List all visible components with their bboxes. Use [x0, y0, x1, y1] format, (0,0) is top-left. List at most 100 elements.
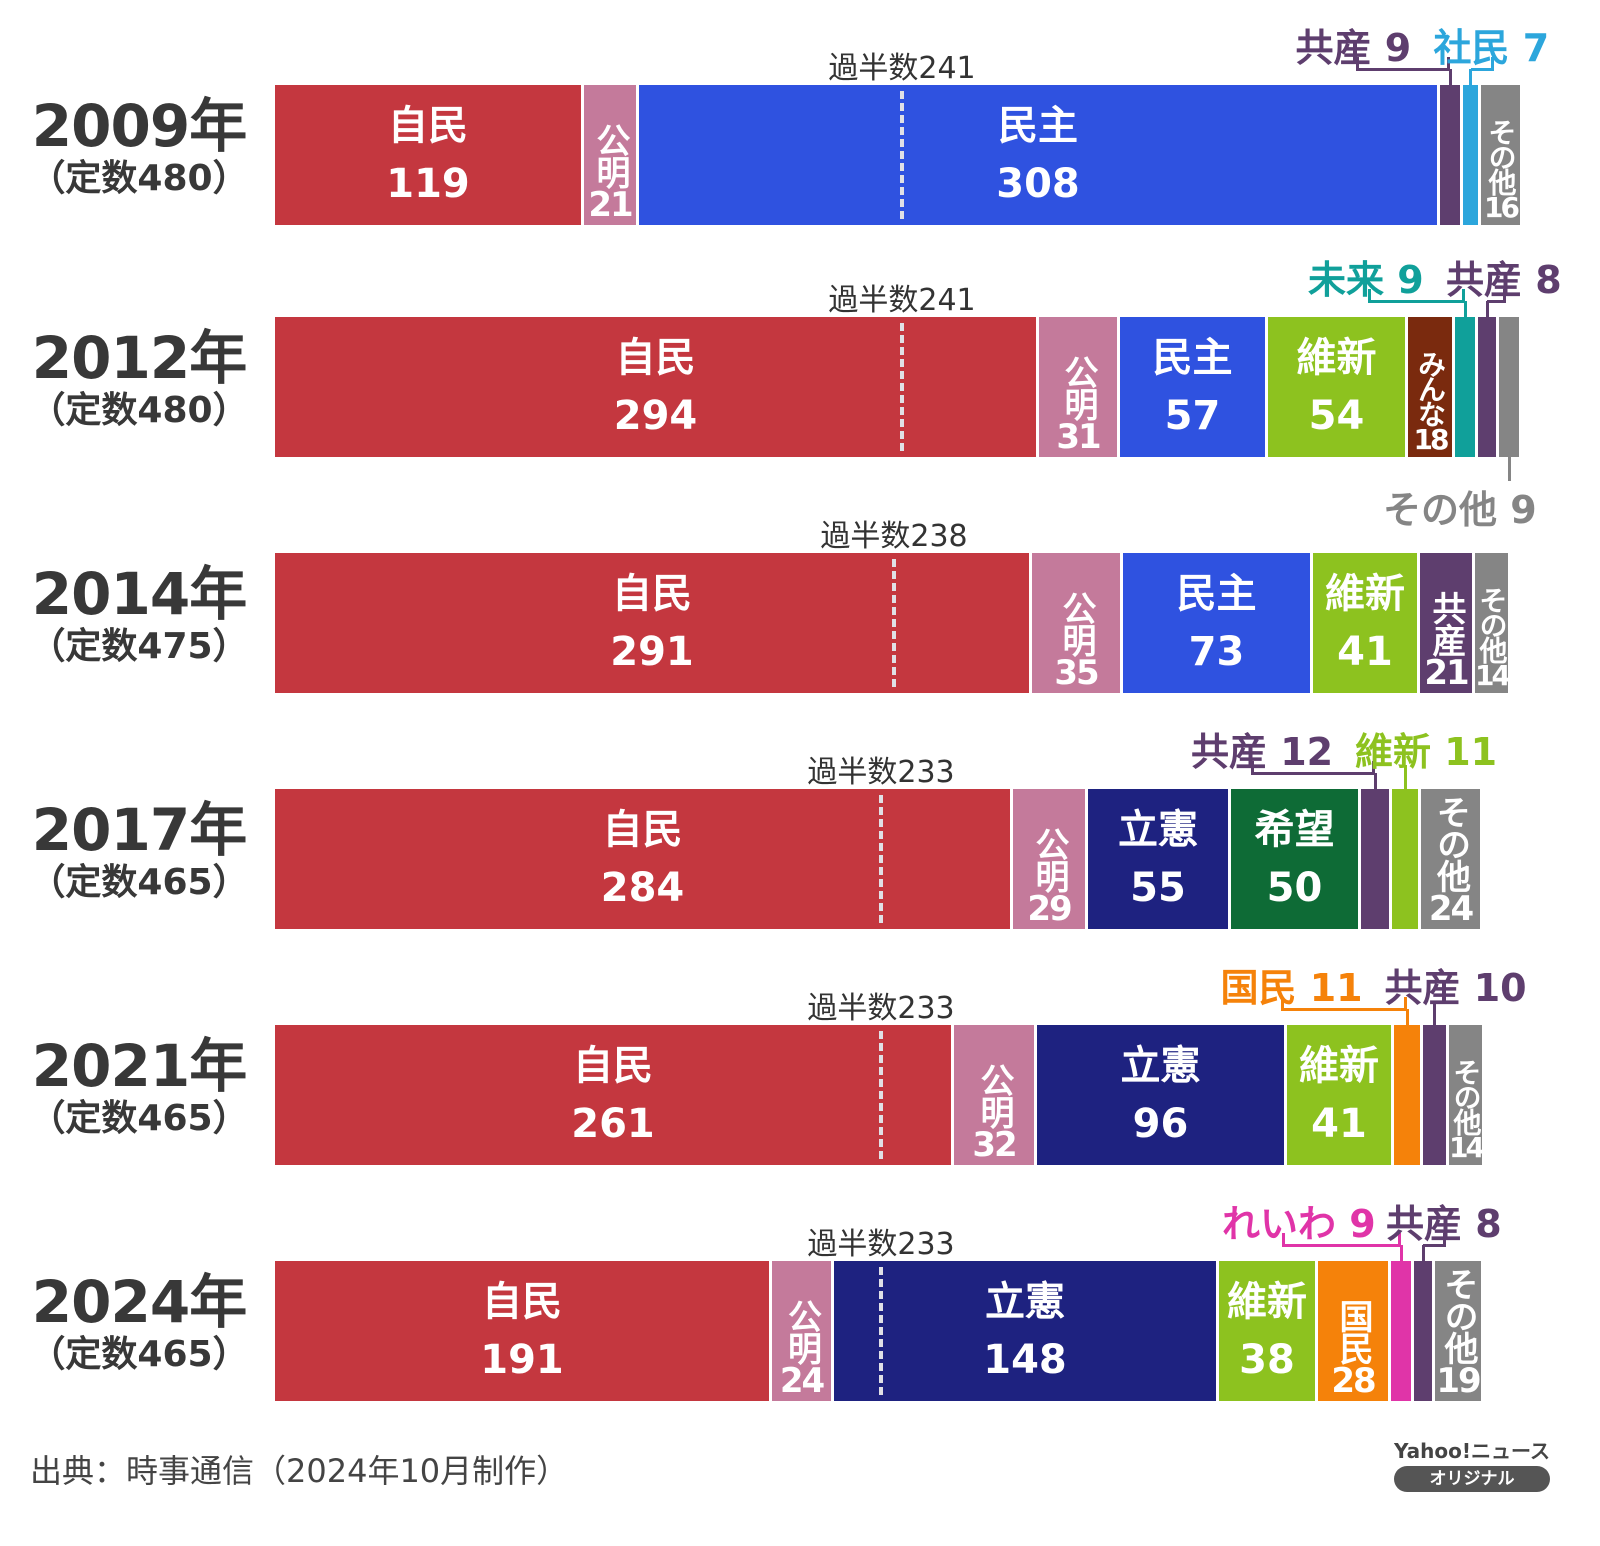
- bar-segment-自民: 自民 119: [275, 85, 581, 225]
- seat-total: （定数465）: [29, 1334, 249, 1375]
- callout-leader-drop: [1485, 301, 1489, 317]
- callout-leader-line: [1251, 761, 1375, 775]
- bar-segment-公明: 公明 31: [1039, 317, 1117, 457]
- bar-segment-その他: その他 14: [1475, 553, 1508, 693]
- callout-leader-line: [1368, 289, 1465, 303]
- callout-leader-line: [1281, 997, 1407, 1011]
- segment-seat-value: 55: [1130, 865, 1186, 911]
- segment-seat-value: 19: [1436, 1361, 1481, 1401]
- segment-party-label: みんな: [1414, 350, 1447, 425]
- segment-seat-value: 35: [1054, 653, 1099, 693]
- segment-party-label: 民主: [998, 103, 1078, 149]
- bar-segment-共産: [1361, 789, 1389, 929]
- segment-seat-value: 294: [613, 393, 698, 439]
- bar-segment-公明: 公明 29: [1013, 789, 1085, 929]
- seat-total: （定数465）: [29, 1098, 249, 1139]
- callout-leader-drop: [1448, 69, 1452, 85]
- segment-party-label: 民主: [1176, 571, 1257, 617]
- bar-segment-国民: [1394, 1025, 1420, 1165]
- bar-segment-共産: 共産 21: [1420, 553, 1472, 693]
- majority-label: 過半数233: [807, 991, 955, 1026]
- bar-segment-維新: 維新 41: [1313, 553, 1417, 693]
- segment-seat-value: 38: [1239, 1337, 1295, 1383]
- year-label: 2009年 （定数480）: [0, 95, 278, 201]
- bar-segment-維新: 維新 38: [1219, 1261, 1315, 1401]
- bar-segment-その他: その他 16: [1481, 85, 1520, 225]
- segment-seat-value: 21: [588, 185, 633, 225]
- segment-seat-value: 191: [480, 1337, 564, 1383]
- bar-segment-れいわ: [1391, 1261, 1411, 1401]
- bar-segment-社民: [1463, 85, 1478, 225]
- segment-seat-value: 32: [972, 1125, 1017, 1165]
- seat-total: （定数465）: [29, 862, 249, 903]
- logo-badge: オリジナル: [1394, 1466, 1550, 1492]
- callout-label-れいわ: れいわ 9: [1222, 1202, 1376, 1246]
- callout-leader-line: [1282, 1233, 1401, 1247]
- callout-leader-drop: [1399, 1245, 1403, 1261]
- callout-leader-line: [1356, 57, 1450, 71]
- segment-seat-value: 148: [983, 1337, 1067, 1383]
- bar-segment-希望: 希望 50: [1231, 789, 1358, 929]
- seat-total: （定数480）: [29, 390, 249, 431]
- bar-segment-立憲: 立憲 148: [834, 1261, 1216, 1401]
- segment-party-label: 自民: [602, 807, 683, 853]
- bar-segment-自民: 自民 261: [275, 1025, 951, 1165]
- majority-line: [900, 323, 904, 451]
- segment-seat-value: 308: [996, 161, 1080, 207]
- callout-label-維新: 維新 11: [1355, 730, 1498, 774]
- bar-segment-未来: [1455, 317, 1475, 457]
- bar-segment-その他: その他 14: [1449, 1025, 1482, 1165]
- segment-party-label: 立憲: [1120, 1043, 1201, 1089]
- segment-seat-value: 284: [600, 865, 685, 911]
- bar-segment-その他: その他 24: [1421, 789, 1480, 929]
- majority-line: [900, 91, 904, 219]
- segment-seat-value: 16: [1484, 191, 1520, 224]
- majority-line: [879, 1031, 883, 1159]
- callout-leader-line: [1507, 457, 1511, 481]
- segment-party-label: 共産: [1426, 591, 1466, 655]
- majority-label: 過半数241: [828, 283, 976, 318]
- segment-party-label: その他: [1438, 1267, 1478, 1363]
- segment-seat-value: 261: [571, 1101, 655, 1147]
- segment-seat-value: 73: [1188, 629, 1245, 675]
- callout-label-国民: 国民 11: [1220, 966, 1363, 1010]
- segment-party-label: 公明: [590, 123, 630, 187]
- segment-party-label: 公明: [781, 1299, 822, 1363]
- segment-party-label: 自民: [482, 1279, 562, 1325]
- segment-party-label: 立憲: [985, 1279, 1065, 1325]
- segment-seat-value: 24: [1428, 889, 1474, 929]
- bar-segment-共産: [1440, 85, 1460, 225]
- callout-leader-line: [1487, 289, 1506, 303]
- election-year: 2024年: [31, 1268, 247, 1336]
- segment-party-label: 自民: [612, 571, 692, 617]
- bar-segment-公明: 公明 35: [1032, 553, 1120, 693]
- segment-party-label: 自民: [615, 335, 696, 381]
- callout-label-共産: 共産 9: [1295, 26, 1412, 70]
- bar-segment-自民: 自民 191: [275, 1261, 769, 1401]
- segment-seat-value: 31: [1056, 417, 1101, 457]
- majority-label: 過半数233: [807, 755, 955, 790]
- bar-segment-立憲: 立憲 96: [1037, 1025, 1284, 1165]
- election-year: 2021年: [31, 1032, 247, 1100]
- segment-party-label: 維新: [1227, 1279, 1307, 1325]
- callout-leader-line: [1470, 57, 1494, 71]
- callout-leader-drop: [1469, 69, 1472, 85]
- bar-segment-立憲: 立憲 55: [1088, 789, 1228, 929]
- election-year: 2014年: [31, 560, 247, 628]
- callout-leader-drop: [1405, 1009, 1409, 1025]
- segment-party-label: 民主: [1152, 335, 1233, 381]
- year-label: 2017年 （定数465）: [0, 799, 278, 905]
- segment-party-label: その他: [1475, 586, 1509, 661]
- segment-party-label: 公明: [1056, 591, 1096, 655]
- majority-label: 過半数233: [807, 1227, 955, 1262]
- segment-party-label: 公明: [1029, 827, 1069, 891]
- segment-party-label: 立憲: [1118, 807, 1198, 853]
- callout-label-その他: その他 9: [1383, 488, 1537, 532]
- segment-party-label: 自民: [573, 1043, 653, 1089]
- bar-segment-公明: 公明 32: [954, 1025, 1034, 1165]
- segment-seat-value: 54: [1308, 393, 1365, 439]
- segment-seat-value: 96: [1132, 1101, 1189, 1147]
- segment-party-label: 希望: [1254, 807, 1335, 853]
- callout-label-共産: 共産 10: [1384, 966, 1527, 1010]
- segment-seat-value: 24: [779, 1361, 825, 1401]
